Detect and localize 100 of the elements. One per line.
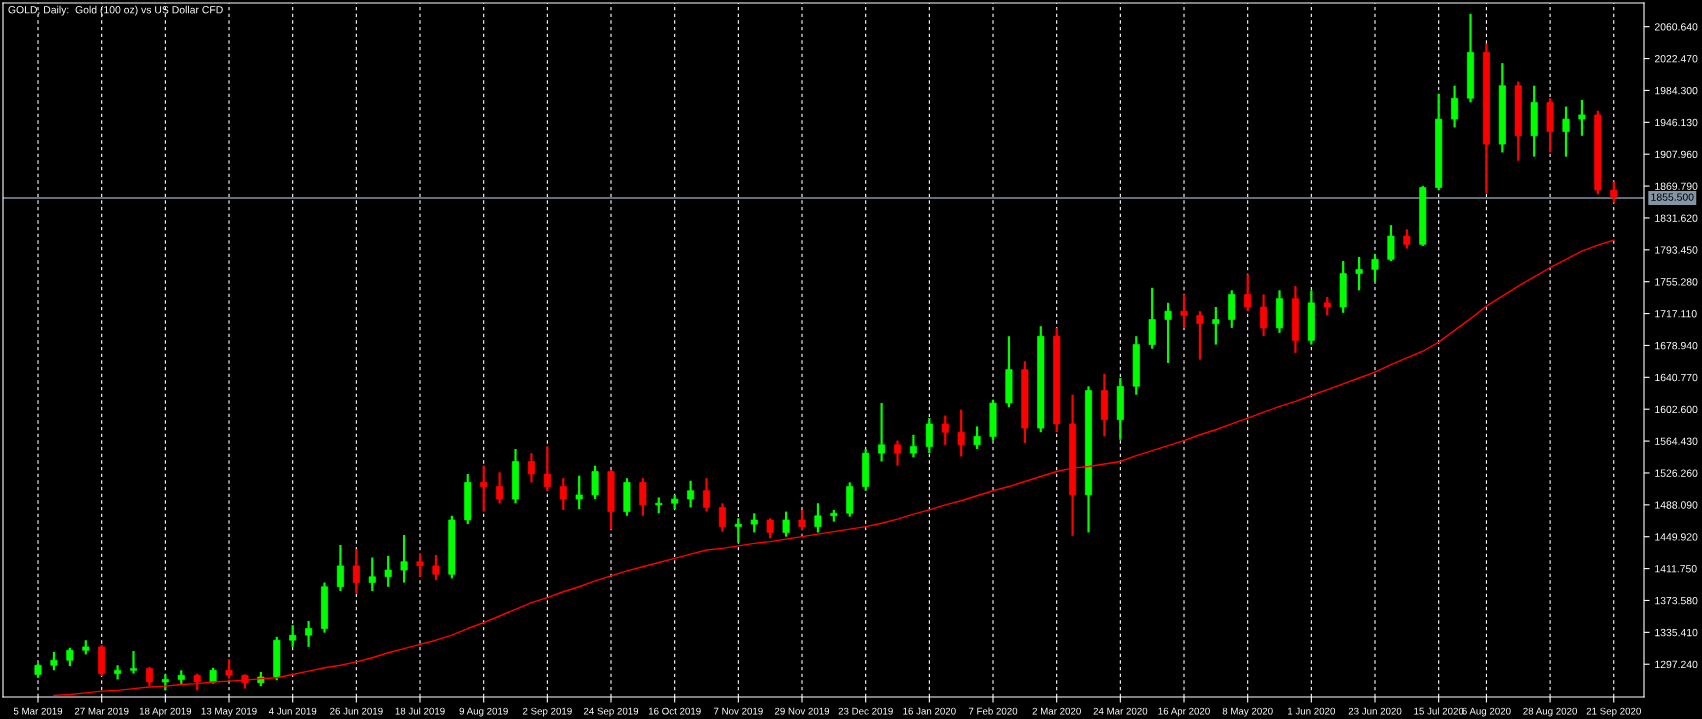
candlestick: [432, 553, 440, 582]
x-tick-label: 9 Aug 2019: [459, 707, 508, 717]
y-tick-label: 2060.640: [1654, 23, 1698, 31]
x-tick-label: 7 Nov 2019: [713, 707, 763, 715]
y-tick-label: 1335.410: [1655, 628, 1698, 637]
candlestick: [496, 471, 504, 505]
candlestick: [782, 510, 790, 538]
candlestick: [1212, 305, 1220, 346]
x-tick-label: 18 Jul 2019: [395, 707, 445, 715]
candlestick: [416, 552, 424, 578]
x-tick-label: 27 Mar 2019: [74, 707, 129, 715]
candlestick: [718, 502, 726, 533]
candlestick: [702, 477, 711, 513]
candlestick: [368, 556, 376, 593]
x-tick-label: 8 May 2020: [1222, 707, 1273, 717]
candlestick: [941, 414, 949, 446]
candlestick: [1562, 105, 1570, 158]
candlestick: [129, 649, 138, 675]
x-tick-label: 16 Jan 2020: [903, 707, 956, 715]
candlestick: [1164, 301, 1172, 365]
x-tick-label: 7 Feb 2020: [968, 707, 1018, 715]
y-tick-label: 1488.090: [1655, 501, 1698, 509]
candlestick: [893, 439, 902, 467]
x-tick-label: 16 Apr 2020: [1158, 707, 1210, 717]
x-tick-label: 2 Sep 2019: [522, 707, 572, 717]
candlestick: [543, 445, 551, 492]
y-tick-label: 1411.750: [1655, 565, 1697, 573]
candlestick: [591, 464, 599, 501]
x-tick-label: 1 Jun 2020: [1288, 707, 1336, 715]
candlestick: [145, 665, 153, 688]
x-tick-label: 18 Apr 2019: [139, 707, 192, 717]
candlestick: [352, 548, 360, 595]
candlestick: [1323, 295, 1331, 317]
y-tick-label: 1984.300: [1655, 86, 1698, 95]
y-tick-label: 1564.430: [1655, 437, 1698, 445]
y-tick-label: 1717.110: [1655, 310, 1697, 318]
candlestick: [766, 517, 774, 540]
candlestick: [384, 554, 392, 588]
x-tick-label: 29 Nov 2019: [774, 707, 830, 715]
x-tick-label: 24 Sep 2019: [583, 707, 639, 717]
candlestick: [1387, 224, 1395, 263]
candlestick: [925, 416, 933, 455]
candlestick: [114, 664, 122, 681]
candlestick: [66, 646, 74, 668]
candlestick: [814, 502, 822, 534]
y-tick-label: 1869.790: [1655, 182, 1698, 190]
x-tick-label: 21 Sep 2020: [1586, 707, 1641, 717]
candlestick: [1371, 253, 1379, 284]
candlestick: [909, 433, 917, 459]
candlestick: [289, 624, 297, 648]
y-tick-label: 1602.600: [1655, 405, 1698, 414]
candlestick: [957, 408, 965, 458]
x-tick-label: 28 Aug 2020: [1523, 707, 1578, 717]
candlestick: [1180, 293, 1188, 329]
candlestick: [639, 477, 647, 517]
y-tick-label: 1640.770: [1655, 373, 1698, 382]
y-tick-label: 1793.450: [1655, 246, 1698, 254]
candlestick: [527, 452, 535, 484]
y-tick-label: 1678.940: [1655, 341, 1698, 350]
y-tick-label: 1907.960: [1655, 150, 1698, 159]
x-tick-label: 6 Aug 2020: [1462, 707, 1511, 717]
candlestick: [225, 658, 233, 680]
x-tick-label: 2 Mar 2020: [1032, 707, 1081, 715]
y-tick-label: 1755.280: [1655, 278, 1698, 286]
x-tick-label: 24 Mar 2020: [1093, 707, 1148, 715]
y-tick-label: 1373.580: [1655, 596, 1698, 605]
x-tick-label: 4 Jun 2019: [268, 707, 317, 715]
candlestick: [1403, 228, 1411, 250]
candlestick: [480, 464, 488, 513]
x-tick-label: 16 Oct 2019: [648, 707, 701, 715]
ref-line-label: 1855.500: [1651, 193, 1694, 201]
chart-title: GOLD, Daily: Gold (100 oz) vs US Dollar CFD: [8, 5, 223, 16]
y-tick-label: 2022.470: [1654, 55, 1698, 63]
candlestick: [575, 474, 583, 511]
y-tick-label: 1946.130: [1655, 118, 1698, 127]
candlestick: [1355, 255, 1363, 292]
candlestick: [400, 533, 408, 584]
candlestick: [734, 517, 742, 544]
candlestick: [1578, 98, 1586, 137]
candlestick: [1196, 310, 1204, 361]
line-series: [53, 239, 1615, 697]
candlestick: [336, 543, 344, 593]
candlestick: [1610, 180, 1618, 204]
y-tick-label: 1831.620: [1655, 214, 1698, 222]
x-tick-label: 26 Jun 2019: [330, 707, 383, 715]
candlestick: [1451, 84, 1459, 129]
x-tick-label: 5 Mar 2019: [13, 707, 63, 715]
candlestick: [687, 479, 695, 509]
y-tick-label: 1526.260: [1655, 469, 1698, 477]
candlestick: [973, 425, 981, 451]
candlestick: [878, 401, 886, 463]
y-tick-label: 1297.240: [1655, 660, 1698, 669]
candlestick: [798, 508, 806, 532]
candlestick: [1260, 293, 1268, 338]
candlestick: [1244, 273, 1252, 313]
x-tick-label: 15 Jul 2020: [1414, 707, 1464, 715]
x-tick-label: 13 May 2019: [201, 707, 257, 717]
candlestick: [750, 512, 758, 534]
y-tick-label: 1449.920: [1655, 533, 1698, 541]
x-tick-label: 23 Dec 2019: [838, 707, 893, 715]
